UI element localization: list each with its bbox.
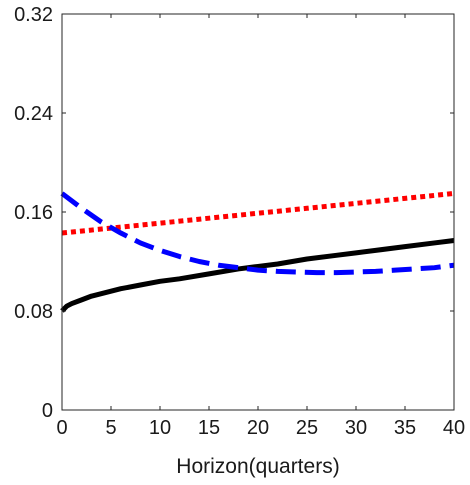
- x-tick-label: 10: [149, 417, 171, 439]
- y-tick-label: 0.32: [14, 4, 53, 26]
- y-tick-label: 0: [42, 400, 53, 422]
- x-tick-label: 30: [345, 417, 367, 439]
- x-tick-label: 15: [198, 417, 220, 439]
- y-tick-label: 0.24: [14, 103, 53, 125]
- series-layer: [60, 190, 455, 313]
- series-line-2-dotted: [61, 190, 455, 236]
- y-tick-label: 0.08: [14, 301, 53, 323]
- plot-background: [62, 14, 454, 410]
- series-line-1-solid: [60, 237, 455, 313]
- x-tick-label: 0: [56, 417, 67, 439]
- x-tick-label: 5: [105, 417, 116, 439]
- y-ticks: 0 0.08 0.16 0.24 0.32: [14, 4, 454, 422]
- x-axis-label: Horizon(quarters): [176, 455, 339, 478]
- x-tick-label: 25: [296, 417, 318, 439]
- series-line-3-dashed: [60, 191, 455, 276]
- x-tick-label: 35: [394, 417, 416, 439]
- x-tick-label: 40: [443, 417, 465, 439]
- x-ticks: 0 5 10 15 20 25 30 35 40: [56, 14, 465, 439]
- x-tick-label: 20: [247, 417, 269, 439]
- y-tick-label: 0.16: [14, 202, 53, 224]
